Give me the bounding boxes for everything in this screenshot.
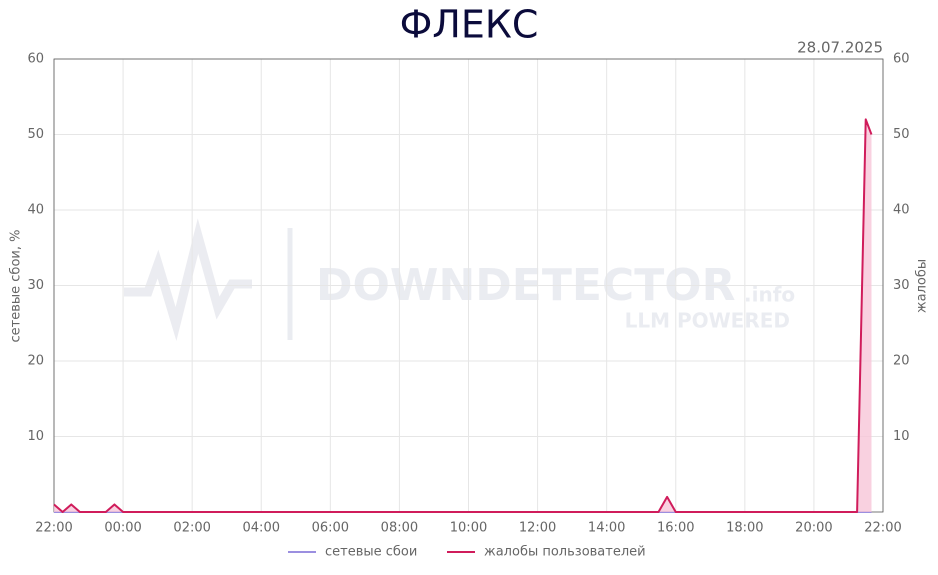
y-tick-label: 40 bbox=[27, 203, 44, 218]
y-axis-label: сетевые сбои, % bbox=[9, 230, 24, 343]
watermark-logo bbox=[124, 218, 252, 341]
y-tick-label: 50 bbox=[27, 127, 44, 142]
x-tick-label: 10:00 bbox=[450, 521, 487, 536]
x-tick-label: 16:00 bbox=[657, 521, 694, 536]
watermark-suffix: .info bbox=[744, 283, 795, 307]
x-tick-label: 06:00 bbox=[312, 521, 349, 536]
y2-tick-label: 60 bbox=[893, 52, 910, 67]
x-tick-label: 22:00 bbox=[864, 521, 901, 536]
series-line bbox=[53, 118, 873, 513]
y2-tick-label: 40 bbox=[893, 203, 910, 218]
legend-label: жалобы пользователей bbox=[484, 545, 646, 560]
y-tick-label: 20 bbox=[27, 354, 44, 369]
x-tick-label: 18:00 bbox=[726, 521, 763, 536]
legend-label: сетевые сбои bbox=[325, 545, 417, 560]
x-tick-label: 20:00 bbox=[795, 521, 832, 536]
chart-title: ФЛЕКС bbox=[400, 3, 539, 47]
x-tick-label: 22:00 bbox=[35, 521, 72, 536]
y2-tick-label: 10 bbox=[893, 429, 910, 444]
y-tick-label: 30 bbox=[27, 278, 44, 293]
x-tick-label: 02:00 bbox=[173, 521, 210, 536]
y2-axis-label: жалобы bbox=[915, 259, 930, 313]
y2-tick-label: 50 bbox=[893, 127, 910, 142]
x-tick-label: 04:00 bbox=[243, 521, 280, 536]
y-tick-label: 60 bbox=[27, 52, 44, 67]
x-tick-label: 00:00 bbox=[104, 521, 141, 536]
x-tick-label: 12:00 bbox=[519, 521, 556, 536]
watermark-tagline: LLM POWERED bbox=[625, 309, 790, 333]
y-tick-label: 10 bbox=[27, 429, 44, 444]
x-tick-label: 14:00 bbox=[588, 521, 625, 536]
watermark: DOWNDETECTOR .info LLM POWERED bbox=[124, 218, 795, 341]
date: 28.07.2025 bbox=[797, 39, 883, 57]
x-tick-label: 08:00 bbox=[381, 521, 418, 536]
y2-tick-label: 20 bbox=[893, 354, 910, 369]
y2-tick-label: 30 bbox=[893, 278, 910, 293]
